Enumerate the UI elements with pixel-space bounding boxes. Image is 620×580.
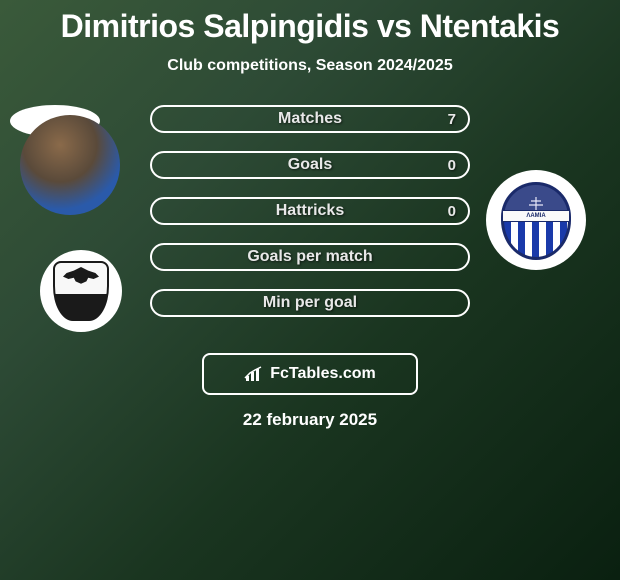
stat-row-matches: Matches 7 [150, 105, 470, 133]
eagle-icon [63, 267, 99, 291]
paok-shield-icon [53, 261, 109, 321]
stat-label: Goals per match [247, 248, 372, 266]
lamia-shield-icon: ΛΑΜΙΑ [501, 182, 571, 258]
stat-row-hattricks: Hattricks 0 [150, 197, 470, 225]
stat-label: Matches [278, 110, 342, 128]
stat-row-goals: Goals 0 [150, 151, 470, 179]
lamia-banner: ΛΑΜΙΑ [502, 210, 570, 222]
stat-label: Min per goal [263, 294, 357, 312]
subtitle: Club competitions, Season 2024/2025 [10, 57, 610, 75]
stat-row-min-per-goal: Min per goal [150, 289, 470, 317]
page-title: Dimitrios Salpingidis vs Ntentakis [10, 8, 610, 45]
lamia-shield-stripes [501, 220, 571, 260]
bar-chart-icon [244, 366, 264, 382]
main-area: ΛΑΜΙΑ Matches 7 Goals 0 Hattricks 0 [10, 105, 610, 445]
stat-value-right: 7 [448, 111, 456, 128]
club-badge-right: ΛΑΜΙΑ [486, 170, 586, 270]
stat-value-right: 0 [448, 157, 456, 174]
watermark-label: FcTables.com [270, 365, 376, 383]
watermark: FcTables.com [202, 353, 418, 395]
stat-label: Hattricks [276, 202, 344, 220]
infographic-container: Dimitrios Salpingidis vs Ntentakis Club … [0, 0, 620, 453]
stat-row-goals-per-match: Goals per match [150, 243, 470, 271]
club-badge-left [40, 250, 122, 332]
stat-value-right: 0 [448, 203, 456, 220]
player-left-photo [20, 115, 120, 215]
stat-label: Goals [288, 156, 332, 174]
date-label: 22 february 2025 [10, 410, 610, 430]
stats-list: Matches 7 Goals 0 Hattricks 0 Goals per … [150, 105, 470, 335]
